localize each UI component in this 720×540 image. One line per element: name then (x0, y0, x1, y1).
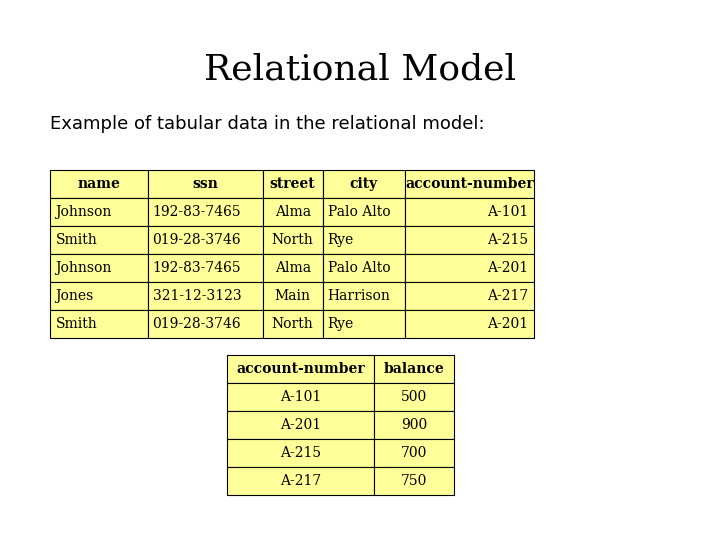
Bar (374, 467, 454, 495)
Text: Harrison: Harrison (328, 289, 390, 303)
Bar (374, 411, 454, 439)
Bar (148, 198, 263, 226)
Bar (50, 254, 148, 282)
Text: A-215: A-215 (280, 446, 321, 460)
Text: name: name (78, 177, 120, 191)
Bar (405, 170, 534, 198)
Text: 700: 700 (401, 446, 427, 460)
Bar (227, 467, 374, 495)
Bar (323, 170, 405, 198)
Text: account-number: account-number (405, 177, 534, 191)
Text: 321-12-3123: 321-12-3123 (153, 289, 241, 303)
Bar (148, 282, 263, 310)
Text: Main: Main (275, 289, 311, 303)
Text: 192-83-7465: 192-83-7465 (153, 205, 241, 219)
Text: street: street (270, 177, 315, 191)
Text: Alma: Alma (274, 261, 311, 275)
Text: 900: 900 (401, 418, 427, 432)
Text: Smith: Smith (55, 233, 97, 247)
Bar (50, 198, 148, 226)
Bar (323, 254, 405, 282)
Text: North: North (272, 233, 313, 247)
Bar (374, 383, 454, 411)
Bar (374, 439, 454, 467)
Bar (148, 310, 263, 338)
Bar (405, 282, 534, 310)
Text: A-101: A-101 (280, 390, 321, 404)
Text: A-201: A-201 (487, 317, 528, 331)
Bar (50, 282, 148, 310)
Bar (227, 439, 374, 467)
Text: 750: 750 (401, 474, 427, 488)
Text: Relational Model: Relational Model (204, 52, 516, 86)
Bar (405, 254, 534, 282)
Text: A-217: A-217 (487, 289, 528, 303)
Bar (227, 411, 374, 439)
Text: 192-83-7465: 192-83-7465 (153, 261, 241, 275)
Bar (263, 310, 323, 338)
Text: balance: balance (384, 362, 444, 376)
Text: A-201: A-201 (280, 418, 321, 432)
Bar (405, 310, 534, 338)
Text: Rye: Rye (328, 233, 354, 247)
Bar (263, 170, 323, 198)
Text: city: city (350, 177, 378, 191)
Bar (50, 310, 148, 338)
Text: Alma: Alma (274, 205, 311, 219)
Text: Example of tabular data in the relational model:: Example of tabular data in the relationa… (50, 115, 485, 133)
Text: Johnson: Johnson (55, 261, 112, 275)
Bar (323, 282, 405, 310)
Bar (323, 226, 405, 254)
Text: 500: 500 (401, 390, 427, 404)
Bar (148, 254, 263, 282)
Bar (263, 226, 323, 254)
Bar (263, 282, 323, 310)
Bar (50, 170, 148, 198)
Bar (227, 383, 374, 411)
Bar (405, 226, 534, 254)
Text: Jones: Jones (55, 289, 94, 303)
Bar (227, 355, 374, 383)
Text: Johnson: Johnson (55, 205, 112, 219)
Text: A-217: A-217 (280, 474, 321, 488)
Text: account-number: account-number (236, 362, 365, 376)
Bar (263, 254, 323, 282)
Bar (405, 198, 534, 226)
Bar (323, 198, 405, 226)
Bar (323, 310, 405, 338)
Text: A-201: A-201 (487, 261, 528, 275)
Bar (148, 170, 263, 198)
Bar (50, 226, 148, 254)
Text: A-101: A-101 (487, 205, 528, 219)
Text: North: North (272, 317, 313, 331)
Bar (148, 226, 263, 254)
Text: Smith: Smith (55, 317, 97, 331)
Bar (374, 355, 454, 383)
Text: A-215: A-215 (487, 233, 528, 247)
Text: 019-28-3746: 019-28-3746 (153, 317, 241, 331)
Bar (263, 198, 323, 226)
Text: Palo Alto: Palo Alto (328, 261, 390, 275)
Text: ssn: ssn (192, 177, 218, 191)
Text: Palo Alto: Palo Alto (328, 205, 390, 219)
Text: Rye: Rye (328, 317, 354, 331)
Text: 019-28-3746: 019-28-3746 (153, 233, 241, 247)
